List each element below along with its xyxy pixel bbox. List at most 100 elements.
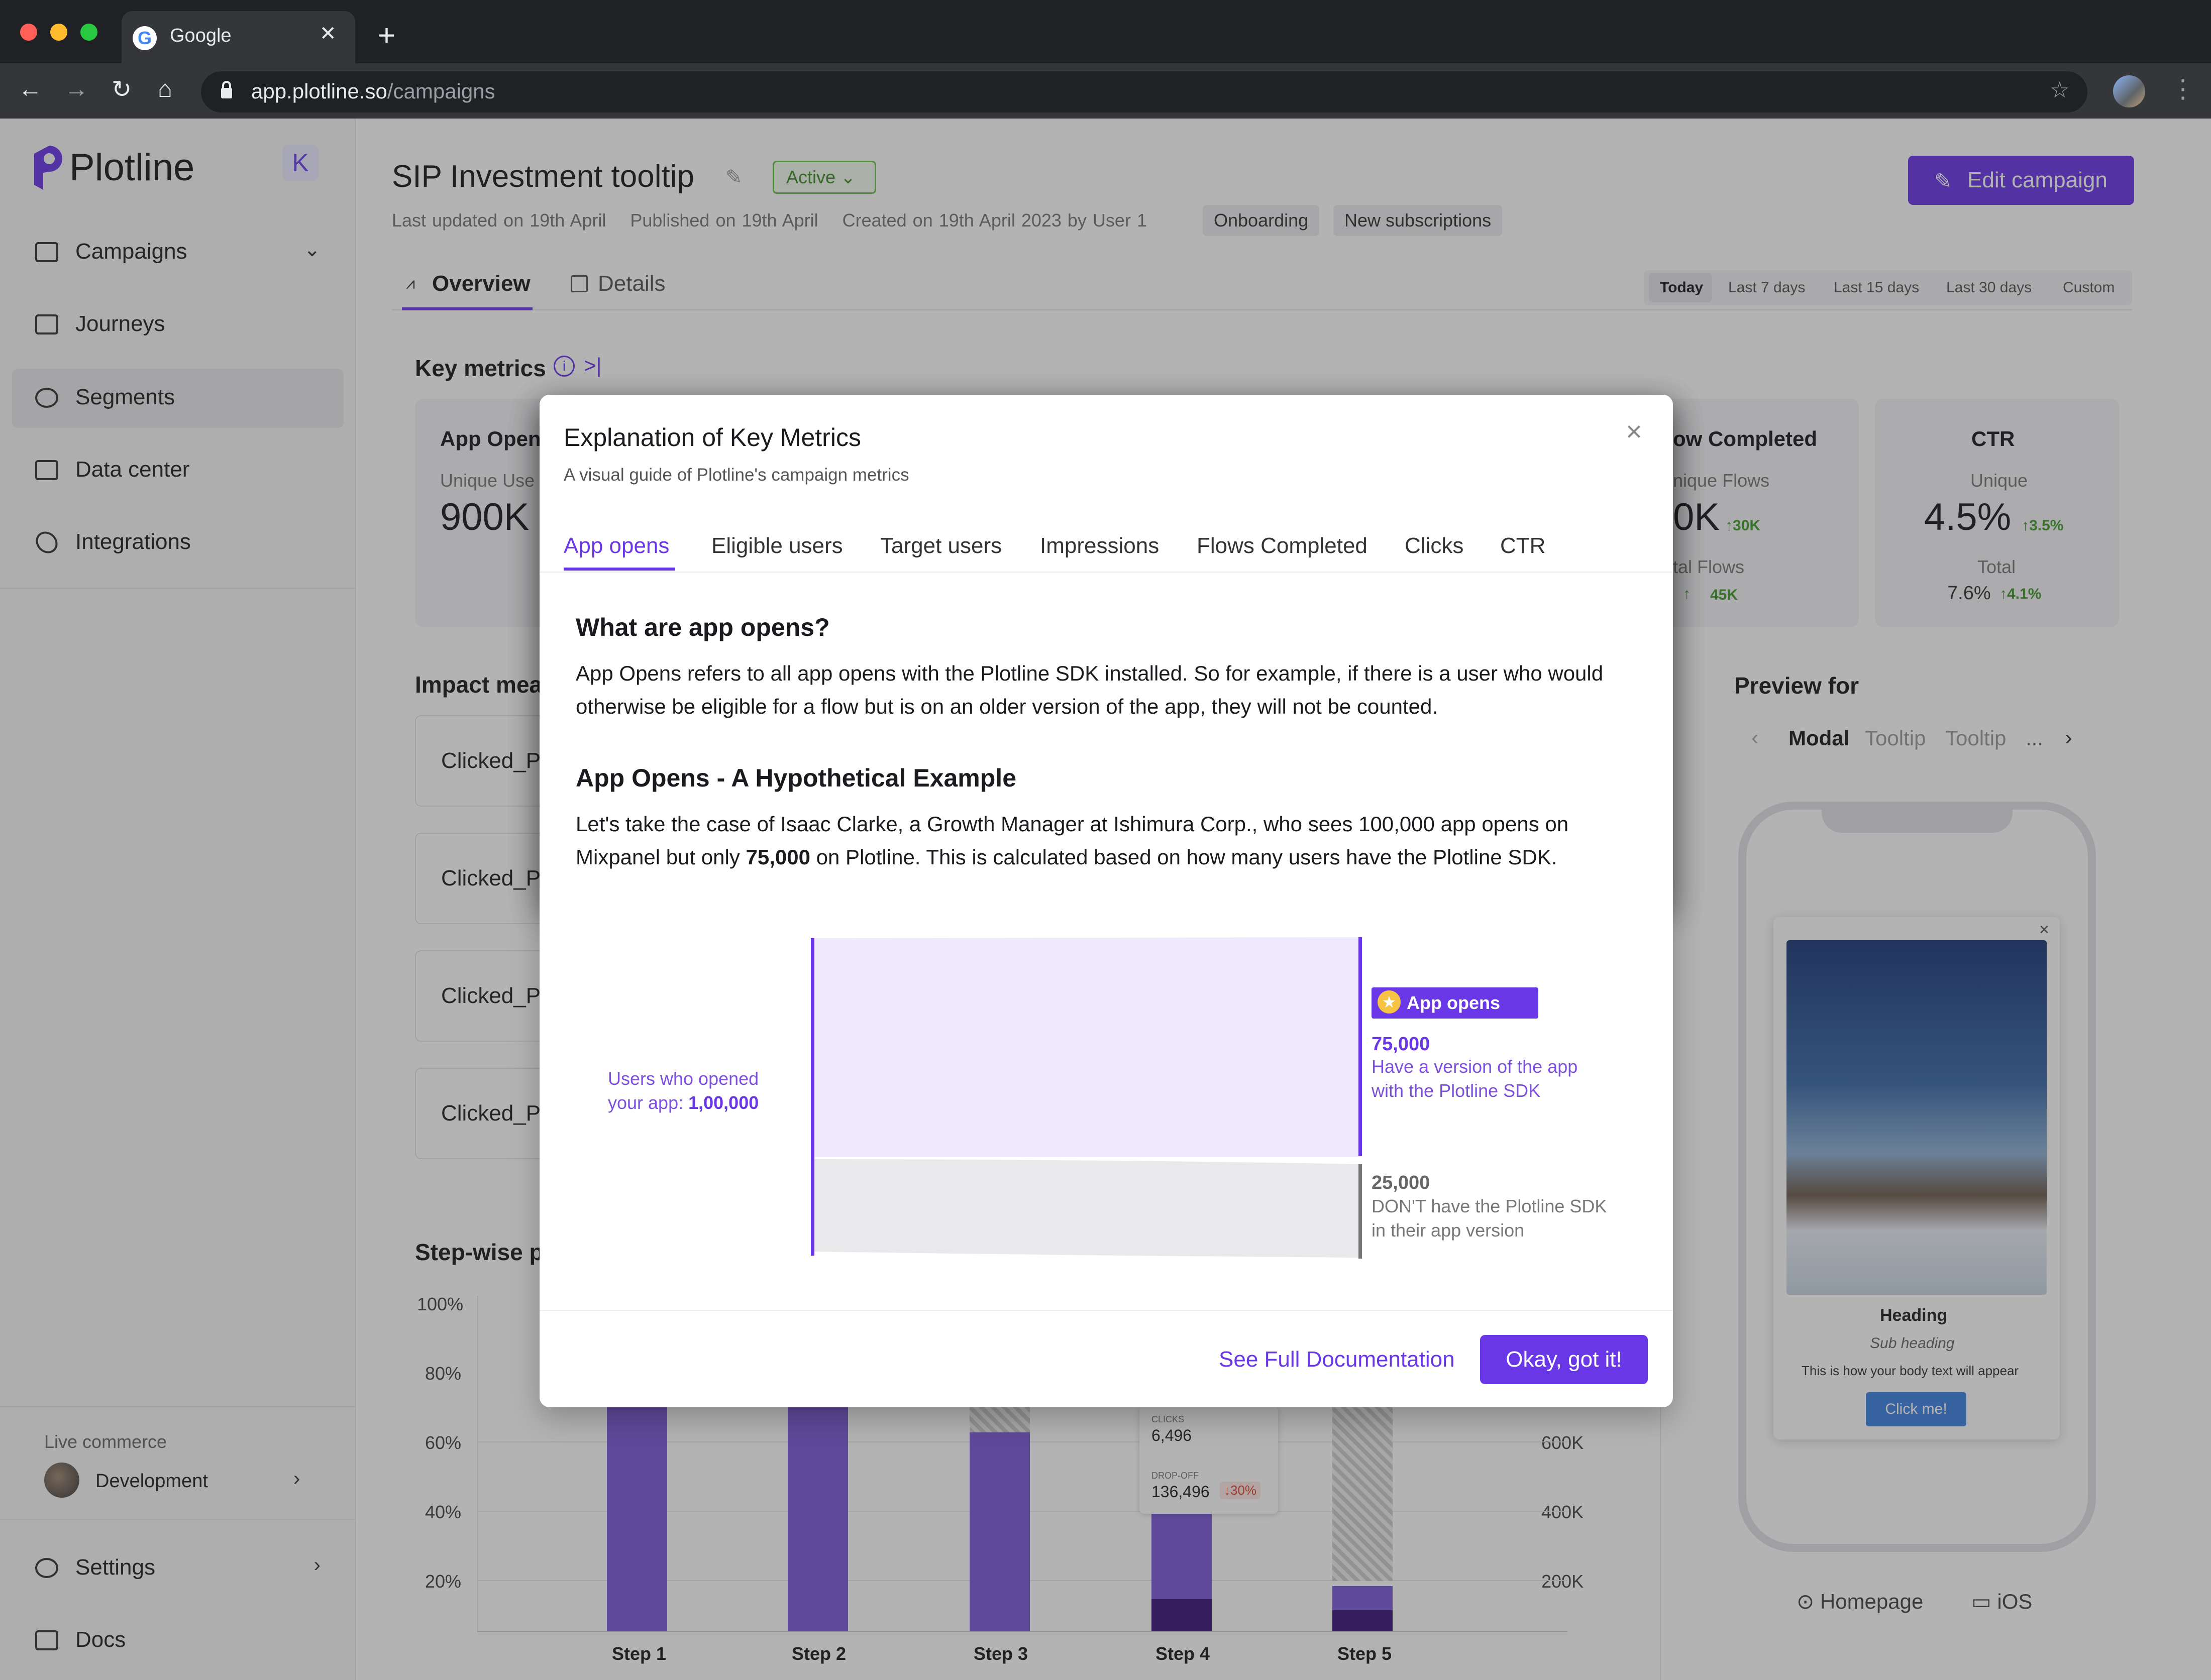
- preview-subheading: Sub heading: [1870, 1335, 1955, 1352]
- pencil-icon[interactable]: ✎: [725, 166, 743, 188]
- preview-tab-tooltip[interactable]: Tooltip: [1865, 726, 1926, 750]
- tag-onboarding: Onboarding: [1203, 205, 1320, 236]
- metric-value: 900K: [440, 496, 530, 538]
- info-icon[interactable]: i: [554, 356, 575, 377]
- preview-tab-modal[interactable]: Modal: [1788, 726, 1850, 750]
- step-bar[interactable]: [607, 1401, 667, 1631]
- section-body: Let's take the case of Isaac Clarke, a G…: [576, 808, 1641, 874]
- impact-row-label: Clicked_P: [441, 866, 541, 890]
- url-text[interactable]: app.plotline.so/campaigns: [251, 79, 495, 103]
- profile-avatar[interactable]: [2113, 75, 2145, 107]
- modal-tab-app-opens[interactable]: App opens: [564, 533, 670, 558]
- chevron-left-icon[interactable]: ‹: [1751, 725, 1759, 750]
- range-last-30-days[interactable]: Last 30 days: [1946, 279, 2032, 296]
- okay-got-it-button[interactable]: Okay, got it!: [1480, 1335, 1648, 1384]
- metric-label: CTR: [1971, 427, 2015, 451]
- sidebar-item-journeys[interactable]: Journeys: [12, 295, 344, 355]
- home-icon[interactable]: ⌂: [158, 76, 172, 102]
- close-icon[interactable]: ×: [1626, 415, 1642, 447]
- metric-delta: ↑4.1%: [1999, 586, 2042, 602]
- database-icon: [35, 460, 58, 480]
- modal-tab-ctr[interactable]: CTR: [1500, 533, 1546, 558]
- preview-location-label: Homepage: [1820, 1590, 1924, 1613]
- see-full-documentation-link[interactable]: See Full Documentation: [1219, 1347, 1455, 1372]
- step-label: Step 2: [792, 1643, 847, 1664]
- modal-title: Explanation of Key Metrics: [564, 423, 861, 452]
- sidebar-item-docs[interactable]: Docs: [12, 1611, 344, 1670]
- collapse-sidebar-button[interactable]: K: [282, 145, 319, 181]
- address-bar[interactable]: [201, 71, 2087, 113]
- chevron-right-icon[interactable]: ›: [293, 1468, 300, 1490]
- impact-row-label: Clicked_P: [441, 1101, 541, 1126]
- sidebar-item-data-center[interactable]: Data center: [12, 441, 344, 500]
- expand-icon[interactable]: >|: [584, 354, 602, 377]
- workspace-name[interactable]: Development: [95, 1471, 208, 1492]
- step-label: Step 3: [974, 1643, 1028, 1664]
- workspace-label: Live commerce: [44, 1431, 167, 1452]
- metric-sub: Total: [1977, 556, 2016, 577]
- step-bar-clicks: [1151, 1599, 1212, 1631]
- close-icon[interactable]: ✕: [2039, 922, 2050, 937]
- sankey-opens-value: 75,000: [1372, 1034, 1430, 1055]
- sankey-flow-opens: [813, 937, 1360, 1157]
- new-tab-icon[interactable]: +: [378, 19, 396, 52]
- modal-tab-target-users[interactable]: Target users: [880, 533, 1002, 558]
- tab-title: Google: [170, 25, 232, 46]
- sidebar-item-label: Segments: [75, 385, 175, 409]
- tab-details[interactable]: Details: [598, 271, 666, 296]
- book-icon: [35, 1630, 58, 1650]
- step-bar[interactable]: [970, 1432, 1030, 1631]
- modal-tab-eligible-users[interactable]: Eligible users: [711, 533, 843, 558]
- modal-tab-impressions[interactable]: Impressions: [1040, 533, 1160, 558]
- sidebar-divider: [0, 1519, 356, 1520]
- preview-cta-button[interactable]: Click me!: [1866, 1392, 1966, 1426]
- range-last-7-days[interactable]: Last 7 days: [1728, 279, 1806, 296]
- browser-tab[interactable]: [122, 11, 355, 63]
- preview-location[interactable]: ⊙ Homepage: [1797, 1590, 1924, 1613]
- tab-close-icon[interactable]: ✕: [320, 23, 337, 45]
- chart-icon: ⩘: [406, 274, 415, 292]
- range-today[interactable]: Today: [1660, 279, 1704, 296]
- preview-os[interactable]: ▭ iOS: [1971, 1590, 2033, 1613]
- sidebar-item-integrations[interactable]: Integrations: [12, 513, 344, 573]
- tooltip-clicks-label: CLICKS: [1151, 1414, 1185, 1424]
- maximize-window-icon[interactable]: [80, 24, 97, 41]
- step-label: Step 1: [612, 1643, 667, 1664]
- step-bar[interactable]: [788, 1401, 848, 1631]
- x-axis: [477, 1631, 1567, 1632]
- sankey-badge: App opens: [1372, 987, 1538, 1019]
- modal-tab-clicks[interactable]: Clicks: [1405, 533, 1464, 558]
- minimize-window-icon[interactable]: [50, 24, 67, 41]
- sidebar-item-settings[interactable]: Settings ›: [12, 1539, 344, 1598]
- chevron-right-icon[interactable]: ›: [2065, 725, 2072, 750]
- sidebar-item-label: Settings: [75, 1555, 155, 1580]
- sidebar-divider: [0, 588, 356, 589]
- range-last-15-days[interactable]: Last 15 days: [1834, 279, 1920, 296]
- segments-icon: [35, 388, 58, 408]
- modal-tab-flows-completed[interactable]: Flows Completed: [1197, 533, 1367, 558]
- stepwise-title: Step-wise p: [415, 1239, 544, 1265]
- step-dropoff-hatch: [1332, 1406, 1393, 1581]
- edit-campaign-button[interactable]: Edit campaign: [1908, 156, 2134, 205]
- google-favicon-icon: G: [133, 26, 157, 50]
- sidebar-item-segments[interactable]: Segments: [12, 369, 344, 428]
- forward-arrow-icon[interactable]: →: [64, 76, 88, 102]
- preview-tab-tooltip[interactable]: Tooltip: [1945, 726, 2007, 750]
- sidebar-item-campaigns[interactable]: Campaigns ⌄: [12, 223, 344, 282]
- metric-value: 0K: [1673, 496, 1720, 538]
- back-arrow-icon[interactable]: ←: [18, 76, 42, 102]
- reload-icon[interactable]: ↻: [112, 76, 132, 103]
- plotline-logo-text: Plotline: [69, 146, 195, 189]
- status-badge[interactable]: Active ⌄: [773, 161, 876, 194]
- range-custom[interactable]: Custom: [2063, 279, 2115, 296]
- sidebar-item-label: Campaigns: [75, 239, 187, 264]
- browser-menu-icon[interactable]: ⋮: [2170, 75, 2195, 103]
- preview-tab-more[interactable]: ...: [2026, 726, 2044, 750]
- bookmark-star-icon[interactable]: ☆: [2050, 78, 2070, 102]
- tab-overview[interactable]: Overview: [432, 271, 531, 296]
- sankey-source-text: Users who opened: [608, 1068, 759, 1089]
- example-text: on Plotline. This is calculated based on…: [810, 845, 1557, 869]
- close-window-icon[interactable]: [20, 24, 37, 41]
- metric-card-ctr: [1875, 399, 2119, 627]
- modal-footer-divider: [540, 1310, 1673, 1311]
